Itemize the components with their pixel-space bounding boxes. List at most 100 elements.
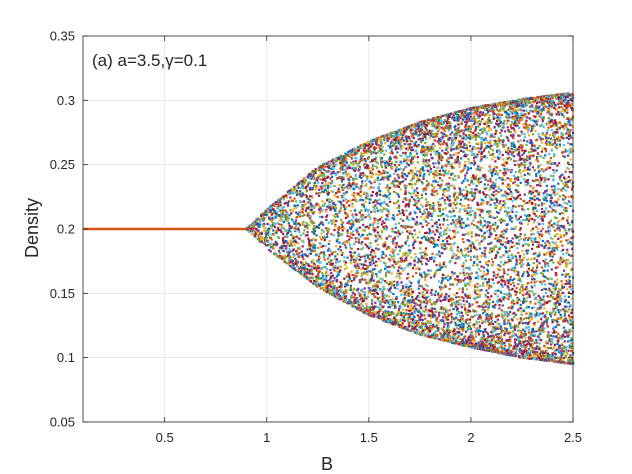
scatter-point [371, 166, 374, 170]
scatter-point [390, 167, 393, 170]
scatter-point [348, 153, 352, 156]
scatter-point [304, 273, 307, 276]
scatter-point [313, 263, 317, 266]
scatter-point [437, 218, 441, 222]
scatter-point [427, 222, 430, 225]
scatter-point [420, 306, 423, 310]
scatter-point [420, 125, 424, 129]
scatter-point [402, 180, 405, 183]
scatter-point [408, 144, 411, 147]
scatter-point [432, 133, 435, 136]
scatter-point [421, 251, 424, 254]
scatter-point [405, 147, 408, 150]
scatter-point [397, 195, 401, 198]
scatter-point [432, 237, 435, 240]
scatter-point [345, 288, 348, 292]
scatter-point [335, 163, 338, 166]
scatter-point [411, 290, 415, 293]
scatter-point [340, 184, 343, 187]
scatter-point [335, 260, 339, 263]
scatter-point [375, 239, 378, 242]
scatter-point [409, 192, 412, 195]
scatter-point [416, 196, 419, 199]
scatter-point [417, 135, 420, 138]
scatter-point [424, 247, 428, 250]
scatter-point [254, 234, 257, 237]
scatter-point [352, 251, 355, 255]
scatter-point [397, 321, 400, 324]
scatter-point [447, 129, 450, 132]
scatter-point [416, 161, 419, 164]
scatter-point [409, 262, 412, 265]
scatter-point [435, 264, 438, 267]
scatter-point [356, 263, 359, 266]
scatter-point [311, 220, 314, 223]
scatter-point [412, 242, 415, 245]
scatter-point [441, 149, 444, 152]
scatter-point [304, 193, 308, 197]
scatter-point [360, 156, 363, 160]
scatter-point [395, 322, 398, 325]
scatter-point [414, 252, 417, 256]
scatter-point [421, 225, 424, 228]
scatter-point [306, 184, 309, 188]
scatter-point [395, 241, 398, 245]
scatter-point [294, 257, 297, 261]
scatter-point [284, 218, 287, 222]
scatter-point [363, 237, 366, 240]
scatter-point [286, 231, 290, 234]
scatter-point [296, 247, 299, 250]
scatter-point [438, 173, 441, 176]
scatter-point [401, 174, 404, 177]
scatter-point [291, 262, 294, 265]
scatter-point [460, 129, 464, 132]
scatter-point [301, 253, 304, 256]
scatter-point [329, 277, 332, 280]
scatter-point [451, 255, 455, 258]
scatter-point [437, 253, 440, 256]
scatter-point [393, 284, 396, 287]
scatter-point [338, 241, 341, 244]
scatter-point [339, 159, 342, 163]
scatter-point [393, 231, 397, 234]
scatter-point [437, 159, 440, 162]
scatter-point [362, 246, 365, 249]
scatter-point [424, 305, 428, 308]
scatter-point [431, 302, 434, 306]
scatter-point [392, 214, 395, 217]
scatter-point [452, 148, 455, 151]
scatter-point [288, 227, 291, 230]
scatter-point [300, 273, 303, 276]
scatter-point [458, 323, 461, 326]
scatter-point [450, 211, 453, 214]
scatter-point [397, 199, 400, 202]
scatter-point [435, 253, 438, 256]
scatter-point [413, 258, 416, 261]
scatter-point [369, 308, 372, 312]
scatter-point [422, 150, 425, 153]
scatter-point [286, 235, 289, 238]
scatter-point [254, 236, 257, 239]
scatter-point [390, 283, 393, 286]
scatter-point [325, 208, 328, 211]
scatter-point [312, 250, 315, 253]
scatter-point [399, 289, 402, 293]
scatter-point [455, 222, 459, 225]
scatter-point [303, 200, 306, 203]
scatter-point [320, 245, 323, 249]
scatter-point [359, 280, 362, 283]
scatter-point [271, 216, 274, 219]
scatter-point [442, 316, 445, 319]
scatter-point [445, 124, 448, 127]
scatter-point [422, 148, 425, 151]
scatter-point [448, 136, 451, 140]
scatter-point [441, 252, 444, 255]
scatter-point [416, 180, 419, 183]
scatter-point [453, 293, 456, 297]
scatter-point [275, 213, 278, 216]
scatter-point [457, 176, 460, 179]
scatter-point [272, 247, 275, 250]
scatter-point [333, 208, 336, 211]
scatter-point [271, 224, 274, 227]
scatter-point [329, 284, 332, 287]
